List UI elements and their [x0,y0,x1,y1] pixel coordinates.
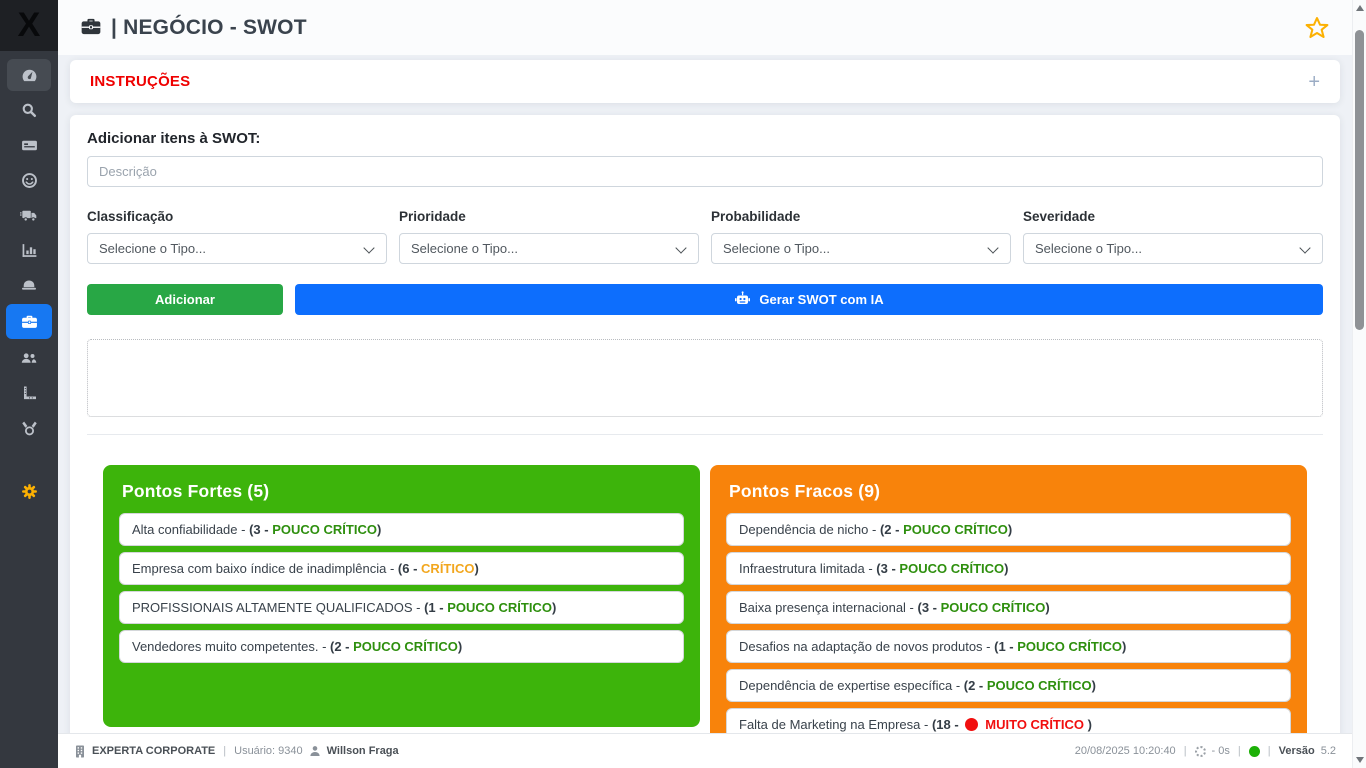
medal-icon [21,420,38,437]
briefcase-icon [80,15,102,42]
prioridade-select[interactable]: Selecione o Tipo... [399,233,699,264]
swot-item[interactable]: Falta de Marketing na Empresa - (18 - MU… [726,708,1291,733]
sidebar: X [0,0,58,768]
instructions-title: INSTRUÇÕES [90,73,191,90]
classificacao-label: Classificação [87,209,174,224]
strengths-panel: Pontos Fortes (5) Alta confiabilidade - … [103,465,700,727]
swot-item[interactable]: Empresa com baixo índice de inadimplênci… [119,552,684,585]
field-severidade: Severidade Selecione o Tipo... [1023,209,1323,264]
severidade-select[interactable]: Selecione o Tipo... [1023,233,1323,264]
strengths-title: Pontos Fortes (5) [122,481,270,501]
expand-plus-icon[interactable]: + [1308,70,1320,93]
star-icon[interactable] [1304,15,1330,41]
page-header: | NEGÓCIO - SWOT [58,0,1352,55]
id-card-icon [21,137,38,154]
search-icon [21,102,37,118]
app-logo[interactable]: X [0,0,58,51]
status-bar: EXPERTA CORPORATE | Usuário: 9340 Willso… [58,733,1352,768]
sidebar-item-users[interactable] [7,342,51,374]
version-label: Versão [1278,745,1315,757]
status-online-icon [1248,745,1260,757]
truck-icon [20,207,38,224]
sidebar-item-truck[interactable] [7,199,51,231]
ruler-icon [21,385,37,401]
scroll-down-arrow[interactable] [1356,757,1364,763]
swot-item[interactable]: PROFISSIONAIS ALTAMENTE QUALIFICADOS - (… [119,591,684,624]
logo-text: X [17,6,41,44]
company-name: EXPERTA CORPORATE [92,745,216,757]
prioridade-label: Prioridade [399,209,466,224]
bar-chart-icon [21,242,38,259]
elapsed-time: - 0s [1211,745,1230,757]
field-classificacao: Classificação Selecione o Tipo... [87,209,387,264]
swot-item[interactable]: Dependência de expertise específica - (2… [726,669,1291,702]
instructions-card: INSTRUÇÕES + [70,60,1340,103]
user-icon [309,745,321,757]
swot-panels: Pontos Fortes (5) Alta confiabilidade - … [103,465,1307,733]
swot-item[interactable]: Vendedores muito competentes. - (2 - POU… [119,630,684,663]
scroll-up-arrow[interactable] [1356,5,1364,11]
sidebar-item-gear[interactable] [7,475,51,507]
swot-item[interactable]: Desafios na adaptação de novos produtos … [726,630,1291,663]
datetime: 20/08/2025 10:20:40 [1074,745,1176,757]
sidebar-nav [0,51,58,510]
description-input[interactable] [87,156,1323,187]
swot-item[interactable]: Infraestrutura limitada - (3 - POUCO CRÍ… [726,552,1291,585]
scrollbar-thumb[interactable] [1355,30,1364,330]
hard-hat-icon [20,277,38,293]
sidebar-item-briefcase[interactable] [6,304,52,339]
add-button[interactable]: Adicionar [87,284,283,315]
classificacao-select[interactable]: Selecione o Tipo... [87,233,387,264]
sidebar-item-smiley[interactable] [7,164,51,196]
swot-card: Adicionar itens à SWOT: Classificação Se… [70,115,1340,733]
main-content: INSTRUÇÕES + Adicionar itens à SWOT: Cla… [58,55,1352,733]
swot-dropzone[interactable] [87,339,1323,417]
gauge-icon [21,67,38,84]
critical-dot-icon [965,718,979,731]
field-prioridade: Prioridade Selecione o Tipo... [399,209,699,264]
version-number: 5.2 [1320,745,1336,757]
page-title: | NEGÓCIO - SWOT [111,15,307,39]
sidebar-item-id-card[interactable] [7,129,51,161]
footer-right: 20/08/2025 10:20:40 | - 0s | | Versão 5.… [1074,745,1336,757]
sidebar-item-hard-hat[interactable] [7,269,51,301]
users-icon [20,350,38,366]
weaknesses-panel: Pontos Fracos (9) Dependência de nicho -… [710,465,1307,733]
swot-item[interactable]: Alta confiabilidade - (3 - POUCO CRÍTICO… [119,513,684,546]
sidebar-item-gauge[interactable] [7,59,51,91]
gear-icon [21,483,38,500]
severidade-label: Severidade [1023,209,1096,224]
probabilidade-select[interactable]: Selecione o Tipo... [711,233,1011,264]
generate-ai-button[interactable]: Gerar SWOT com IA [295,284,1323,315]
classification-fields: Classificação Selecione o Tipo... Priori… [87,209,1323,264]
user-name: Willson Fraga [326,745,399,757]
sidebar-item-bar-chart[interactable] [7,234,51,266]
robot-icon [734,290,751,309]
sidebar-item-medal[interactable] [7,412,51,444]
weaknesses-title: Pontos Fracos (9) [729,481,881,501]
swot-item[interactable]: Baixa presença internacional - (3 - POUC… [726,591,1291,624]
briefcase-icon [21,313,38,330]
smiley-icon [21,172,38,189]
divider [87,434,1323,435]
vertical-scrollbar [1352,0,1366,768]
form-title: Adicionar itens à SWOT: [87,130,261,147]
footer-left: EXPERTA CORPORATE | Usuário: 9340 Willso… [74,745,399,758]
user-id: Usuário: 9340 [234,745,303,757]
sidebar-item-search[interactable] [7,94,51,126]
field-probabilidade: Probabilidade Selecione o Tipo... [711,209,1011,264]
action-buttons: Adicionar Gerar SWOT com IA [87,284,1323,315]
swot-item[interactable]: Dependência de nicho - (2 - POUCO CRÍTIC… [726,513,1291,546]
spinner-icon [1194,745,1206,757]
building-icon [74,745,86,758]
probabilidade-label: Probabilidade [711,209,801,224]
sidebar-item-ruler[interactable] [7,377,51,409]
